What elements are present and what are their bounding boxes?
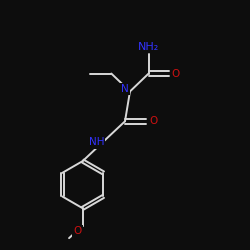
Text: O: O [172,68,180,78]
Text: NH₂: NH₂ [138,42,159,52]
Text: O: O [149,116,157,126]
Text: N: N [121,84,128,94]
Text: NH: NH [89,138,104,147]
Text: O: O [73,226,82,236]
